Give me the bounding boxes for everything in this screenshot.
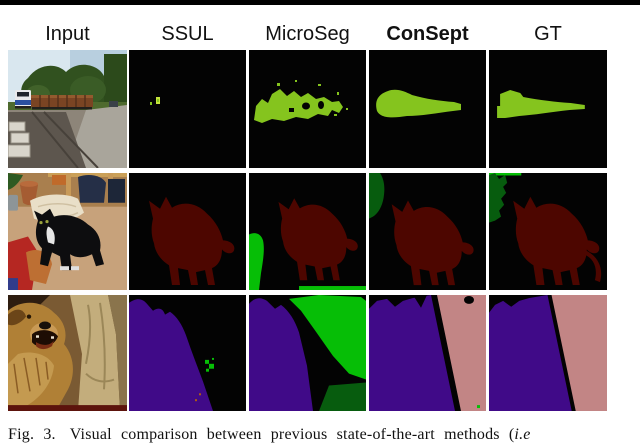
column-header-microseg: MicroSeg bbox=[265, 23, 350, 45]
panel-row2-consept bbox=[369, 173, 486, 290]
panel-row1-input bbox=[8, 50, 127, 168]
cat-mask-gt bbox=[489, 173, 607, 290]
dog-mask-microseg bbox=[249, 295, 366, 411]
cat-mask-ssul bbox=[129, 173, 246, 290]
panel-row1-microseg bbox=[249, 50, 366, 168]
dog-mask-gt bbox=[489, 295, 607, 411]
figure-caption-italic: i.e bbox=[514, 426, 531, 443]
panel-row1-gt bbox=[489, 50, 607, 168]
input-photo-train bbox=[8, 50, 127, 168]
dog-mask-consept bbox=[369, 295, 486, 411]
cat-mask-microseg bbox=[249, 173, 366, 290]
train-mask-microseg bbox=[249, 50, 366, 168]
column-header-consept: ConSept bbox=[386, 23, 469, 45]
panel-row2-gt bbox=[489, 173, 607, 290]
dog-mask-ssul bbox=[129, 295, 246, 411]
figure-caption-label: Fig. 3. bbox=[8, 426, 56, 443]
panel-row2-ssul bbox=[129, 173, 246, 290]
train-mask-gt bbox=[489, 50, 607, 168]
panel-row2-microseg bbox=[249, 173, 366, 290]
figure-caption-text: Visual comparison between previous state… bbox=[69, 426, 515, 443]
cat-mask-consept bbox=[369, 173, 486, 290]
train-mask-ssul bbox=[129, 50, 246, 168]
input-photo-cat bbox=[8, 173, 127, 290]
train-mask-consept bbox=[369, 50, 486, 168]
panel-row3-input bbox=[8, 295, 127, 411]
panel-row3-gt bbox=[489, 295, 607, 411]
input-photo-dog bbox=[8, 295, 127, 411]
figure-caption: Fig. 3. Visual comparison between previou… bbox=[8, 426, 633, 444]
column-header-ssul: SSUL bbox=[161, 23, 214, 45]
panel-row3-microseg bbox=[249, 295, 366, 411]
column-header-input: Input bbox=[45, 23, 90, 45]
panel-row3-ssul bbox=[129, 295, 246, 411]
panel-row1-ssul bbox=[129, 50, 246, 168]
figure-top-rule bbox=[0, 0, 640, 5]
panel-row2-input bbox=[8, 173, 127, 290]
column-header-gt: GT bbox=[534, 23, 562, 45]
panel-row1-consept bbox=[369, 50, 486, 168]
panel-row3-consept bbox=[369, 295, 486, 411]
